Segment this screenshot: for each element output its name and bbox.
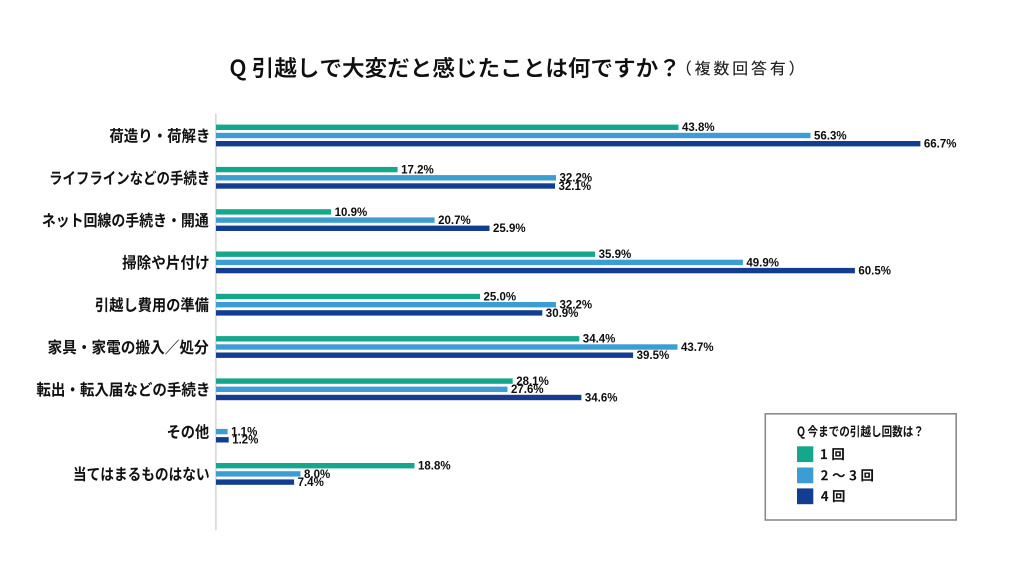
svg-text:56.3%: 56.3%	[814, 130, 847, 142]
svg-text:32.2%: 32.2%	[560, 300, 593, 312]
svg-text:1.1%: 1.1%	[231, 427, 257, 439]
svg-text:10.9%: 10.9%	[335, 207, 368, 219]
svg-text:43.7%: 43.7%	[681, 342, 714, 354]
svg-text:25.0%: 25.0%	[484, 291, 517, 303]
svg-text:34.4%: 34.4%	[583, 334, 616, 346]
svg-text:17.2%: 17.2%	[401, 165, 434, 177]
svg-text:18.8%: 18.8%	[418, 461, 451, 473]
svg-text:28.1%: 28.1%	[516, 376, 549, 388]
svg-text:8.0%: 8.0%	[304, 469, 330, 481]
svg-text:25.9%: 25.9%	[493, 223, 526, 235]
svg-text:39.5%: 39.5%	[637, 350, 670, 362]
svg-text:30.9%: 30.9%	[546, 308, 579, 320]
svg-text:32.1%: 32.1%	[559, 181, 592, 193]
svg-text:43.8%: 43.8%	[682, 122, 715, 134]
svg-text:35.9%: 35.9%	[599, 249, 632, 261]
svg-text:66.7%: 66.7%	[924, 139, 957, 151]
svg-text:49.9%: 49.9%	[746, 257, 779, 269]
svg-text:1.2%: 1.2%	[232, 435, 258, 447]
svg-text:20.7%: 20.7%	[438, 215, 471, 227]
svg-text:34.6%: 34.6%	[585, 392, 618, 404]
svg-text:7.4%: 7.4%	[298, 477, 324, 489]
svg-text:60.5%: 60.5%	[858, 266, 891, 278]
svg-text:32.2%: 32.2%	[560, 173, 593, 185]
svg-text:27.6%: 27.6%	[511, 384, 544, 396]
